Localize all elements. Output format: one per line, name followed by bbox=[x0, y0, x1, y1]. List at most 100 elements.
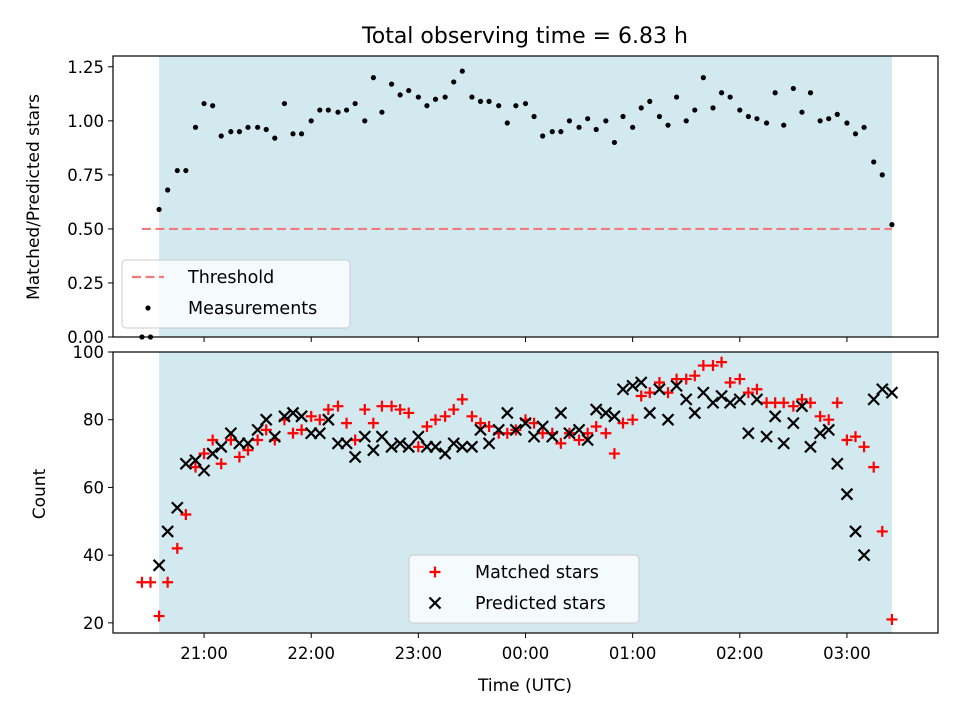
measurement-point bbox=[807, 90, 814, 96]
predicted-star-point bbox=[643, 406, 657, 420]
predicted-star-point bbox=[171, 501, 184, 515]
predicted-star-point bbox=[189, 454, 202, 467]
measurement-point bbox=[325, 107, 331, 113]
matched-star-point bbox=[421, 420, 433, 432]
predicted-star-point bbox=[581, 433, 594, 447]
x-tick-label: 22:00 bbox=[287, 644, 335, 663]
predicted-star-point bbox=[482, 437, 496, 450]
predicted-star-point bbox=[438, 447, 452, 460]
legend-label: Threshold bbox=[187, 268, 274, 288]
matched-star-point bbox=[734, 373, 746, 385]
measurement-point bbox=[317, 107, 323, 113]
matched-star-point bbox=[386, 400, 398, 412]
predicted-star-point bbox=[519, 416, 532, 430]
predicted-star-point bbox=[616, 382, 630, 396]
measurement-point bbox=[442, 94, 448, 100]
measurement-point bbox=[432, 96, 439, 102]
y-tick-label: 0.00 bbox=[67, 328, 104, 347]
predicted-star-point bbox=[385, 440, 398, 454]
matched-star-point bbox=[653, 376, 665, 388]
measurement-point bbox=[263, 126, 269, 133]
matched-star-point bbox=[742, 387, 754, 399]
matched-star-point bbox=[644, 387, 656, 399]
measurement-point bbox=[763, 120, 770, 126]
matched-star-point bbox=[359, 404, 371, 416]
matched-star-point bbox=[796, 393, 808, 405]
measurement-point bbox=[388, 81, 395, 87]
predicted-star-point bbox=[501, 406, 514, 420]
measurement-point bbox=[513, 103, 519, 109]
matched-star-point bbox=[886, 613, 898, 625]
measurement-point bbox=[343, 107, 350, 113]
predicted-star-point bbox=[849, 525, 862, 538]
measurement-point bbox=[603, 118, 609, 124]
measurement-point bbox=[486, 98, 492, 104]
x-tick-label: 21:00 bbox=[180, 644, 228, 663]
predicted-star-point bbox=[268, 430, 282, 443]
measurement-point bbox=[647, 98, 653, 104]
predicted-star-point bbox=[742, 426, 755, 440]
measurement-point bbox=[370, 75, 376, 81]
matched-star-point bbox=[716, 356, 728, 368]
predicted-star-point bbox=[715, 389, 728, 403]
predicted-star-point bbox=[688, 406, 702, 420]
matched-star-point bbox=[322, 404, 334, 416]
predicted-star-point bbox=[546, 430, 559, 443]
measurement-point bbox=[469, 94, 475, 100]
matched-star-point bbox=[215, 458, 227, 470]
matched-star-point bbox=[724, 376, 736, 388]
measurement-point bbox=[192, 124, 199, 130]
predicted-star-point bbox=[723, 396, 737, 410]
matched-star-point bbox=[287, 427, 299, 439]
bottom-panel: 20 40 60 80 100 21:00 22:00 23:00 00:00 01:00 02:0… bbox=[73, 343, 939, 663]
matched-star-point bbox=[153, 610, 165, 622]
matched-star-point bbox=[475, 417, 486, 429]
measurement-point bbox=[335, 109, 341, 115]
matched-star-point bbox=[430, 414, 441, 426]
measurement-point bbox=[754, 116, 760, 122]
matched-star-point bbox=[341, 417, 353, 429]
legend-predicted-swatch bbox=[428, 596, 442, 610]
predicted-star-point bbox=[465, 440, 479, 454]
measurement-point bbox=[817, 118, 823, 124]
measurement-point bbox=[201, 100, 207, 107]
measurement-point bbox=[710, 105, 716, 111]
measurement-point bbox=[772, 90, 778, 96]
measurement-point bbox=[415, 94, 421, 100]
predicted-star-point bbox=[661, 413, 675, 426]
predicted-star-point bbox=[768, 410, 782, 423]
predicted-star-point bbox=[599, 406, 613, 420]
predicted-star-point bbox=[840, 487, 854, 501]
measurement-point bbox=[852, 131, 859, 137]
predicted-star-point bbox=[536, 420, 549, 433]
matched-star-point bbox=[787, 400, 799, 412]
predicted-star-point bbox=[813, 426, 827, 440]
measurement-point bbox=[255, 124, 261, 130]
y-tick-label: 1.25 bbox=[67, 58, 104, 77]
predicted-star-point bbox=[348, 450, 362, 464]
top-y-axis-label: Matched/Predicted stars bbox=[24, 94, 44, 300]
measurement-point bbox=[790, 85, 796, 92]
predicted-star-point bbox=[554, 406, 568, 420]
matched-star-point bbox=[608, 448, 620, 460]
matched-star-point bbox=[858, 441, 870, 453]
predicted-star-point bbox=[733, 393, 747, 406]
measurement-point bbox=[522, 100, 529, 107]
measurement-point bbox=[298, 131, 305, 137]
predicted-star-point bbox=[572, 423, 586, 437]
measurement-point bbox=[174, 167, 180, 174]
matched-star-point bbox=[180, 509, 192, 521]
measurement-point bbox=[210, 103, 216, 109]
matched-star-point bbox=[207, 434, 219, 446]
matched-star-point bbox=[600, 427, 612, 439]
series-matched-stars bbox=[136, 356, 898, 625]
predicted-star-point bbox=[286, 406, 300, 420]
x-axis-label: Time (UTC) bbox=[477, 676, 572, 696]
measurement-point bbox=[737, 107, 743, 113]
matched-star-point bbox=[555, 437, 567, 449]
y-tick-label: 60 bbox=[83, 478, 104, 497]
predicted-star-point bbox=[492, 423, 505, 437]
y-tick-label: 0.75 bbox=[67, 166, 104, 185]
measurement-point bbox=[683, 118, 689, 124]
